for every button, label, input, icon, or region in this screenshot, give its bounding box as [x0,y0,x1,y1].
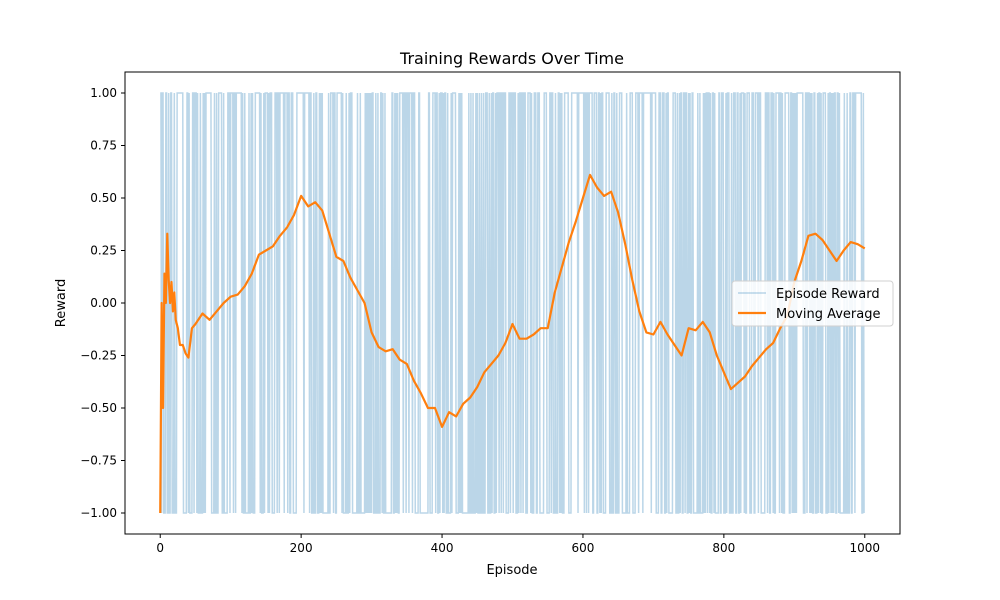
legend: Episode Reward Moving Average [731,280,894,327]
x-axis-title: Episode [486,563,537,578]
chart-title: Training Rewards Over Time [399,49,624,68]
y-tick-label: 0.25 [90,244,117,258]
y-tick-label: 0.00 [90,296,117,310]
y-tick-label: 0.50 [90,191,117,205]
x-tick-label: 200 [290,541,313,555]
x-tick-label: 400 [431,541,454,555]
x-tick-label: 800 [712,541,735,555]
legend-label: Moving Average [776,307,880,322]
y-tick-label: 1.00 [90,86,117,100]
y-axis-title: Reward [54,279,69,327]
y-tick-label: −0.75 [80,454,117,468]
y-tick-label: −0.25 [80,349,117,363]
moving-average-line [159,173,866,514]
x-tick-label: 0 [156,541,164,555]
axes: 0 200 400 600 800 1000 −1.00 −0.75 −0.50 −0.25 0.0… [80,71,901,555]
x-tick-label: 1000 [849,541,880,555]
y-tick-label: −1.00 [80,506,117,520]
legend-box [731,280,894,327]
y-tick-label: −0.50 [80,401,117,415]
legend-label: Episode Reward [776,287,880,302]
y-tick-label: 0.75 [90,139,117,153]
moving-average-series [159,173,866,514]
x-tick-label: 600 [572,541,595,555]
